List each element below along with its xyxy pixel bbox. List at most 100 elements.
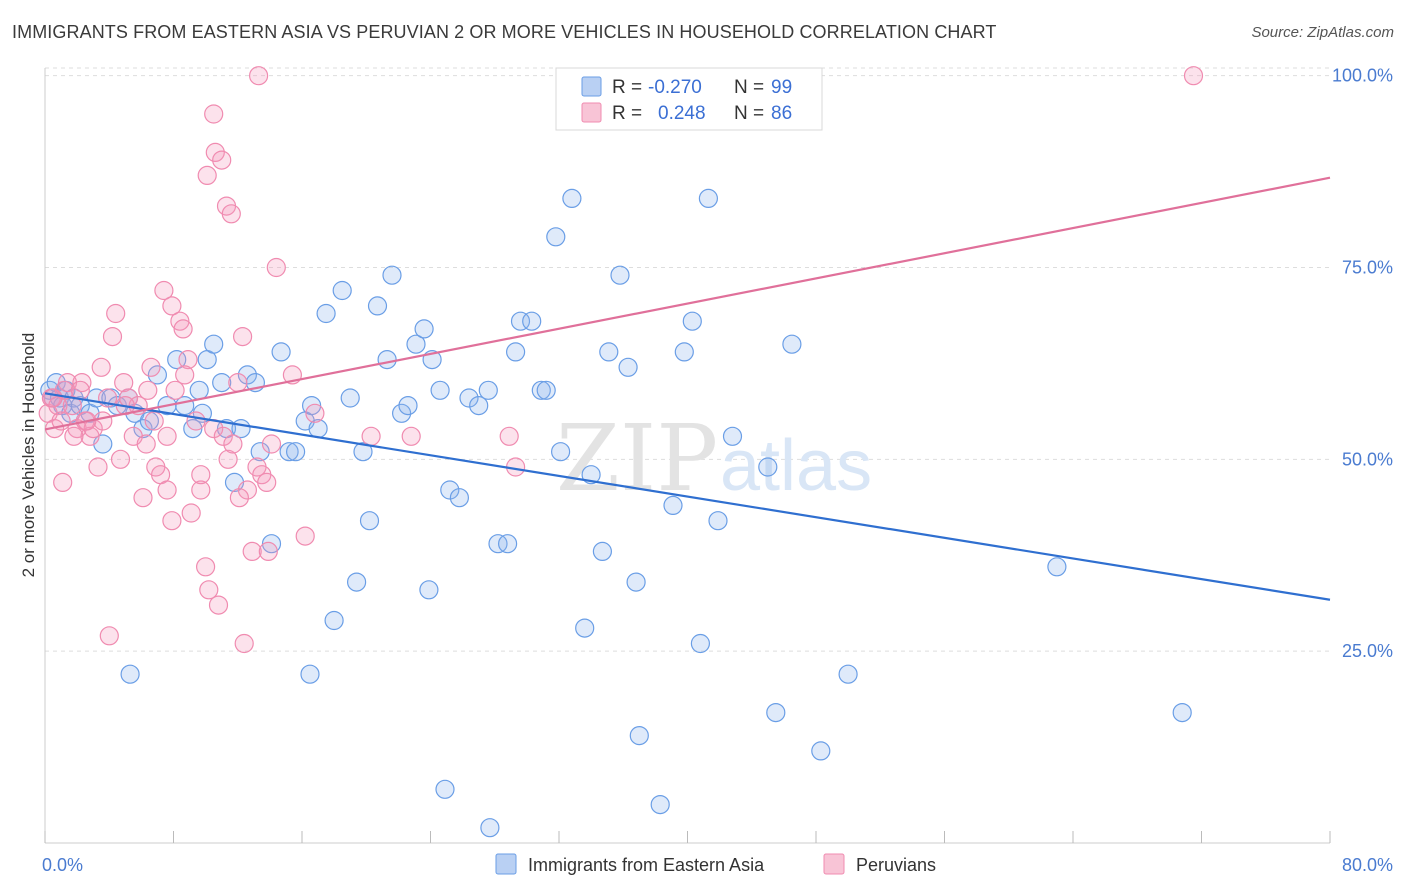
pink-point-54 (162, 511, 182, 531)
blue-point-57 (440, 480, 460, 500)
blue-point-85 (698, 188, 719, 208)
blue-point-42 (332, 280, 352, 301)
blue-point-62 (488, 534, 508, 554)
pink-point-79 (258, 541, 278, 562)
pink-point-61 (234, 633, 254, 654)
blue-point-97 (480, 818, 500, 838)
blue-point-76 (610, 265, 630, 285)
pink-point-52 (261, 434, 282, 454)
pink-point-36 (186, 411, 206, 431)
pink-point-46 (233, 327, 253, 347)
blue-point-72 (575, 618, 595, 638)
blue-point-89 (766, 702, 786, 723)
blue-point-48 (377, 350, 397, 370)
correlation-legend: R = -0.270 N = 99 R = 0.248 N = 86 (555, 67, 823, 131)
bottom-legend-label-blue: Immigrants from Eastern Asia (528, 855, 765, 875)
x-tick-label-start: 0.0% (42, 855, 83, 875)
blue-point-68 (536, 380, 556, 400)
blue-point-98 (120, 664, 140, 684)
pink-point-45 (228, 373, 248, 393)
x-tick-label-end: 80.0% (1342, 855, 1393, 875)
blue-trend-line (44, 392, 1331, 601)
bottom-legend-swatch-pink (823, 853, 845, 875)
blue-point-64 (505, 342, 526, 362)
legend-r-value-pink: 0.248 (658, 103, 706, 124)
pink-point-55 (197, 165, 217, 185)
pink-point-62 (249, 66, 269, 86)
pink-point-56 (205, 142, 225, 162)
blue-point-94 (1172, 702, 1192, 723)
pink-point-78 (229, 488, 249, 508)
pink-point-32 (170, 311, 190, 331)
blue-point-73 (581, 465, 601, 485)
pink-point-34 (178, 350, 198, 370)
y-tick-label-0: 25.0% (1342, 641, 1393, 661)
blue-point-81 (663, 495, 683, 515)
y-tick-label-2: 75.0% (1342, 258, 1393, 278)
blue-point-40 (316, 303, 336, 324)
blue-point-46 (359, 511, 380, 531)
blue-point-2 (46, 373, 66, 393)
blue-point-26 (212, 373, 232, 393)
legend-r-value-blue: -0.270 (648, 77, 702, 98)
pink-point-39 (199, 580, 219, 600)
blue-point-17 (139, 411, 159, 431)
pink-point-33 (173, 319, 193, 339)
pink-point-42 (213, 426, 233, 446)
legend-r-label-blue: R = (612, 77, 642, 98)
pink-point-65 (305, 403, 325, 423)
pink-point-18 (110, 449, 131, 469)
pink-point-85 (144, 411, 164, 431)
blue-point-23 (189, 380, 209, 400)
blue-point-32 (250, 442, 270, 462)
pink-point-30 (162, 296, 182, 316)
blue-point-99 (300, 664, 320, 684)
blue-point-79 (629, 725, 649, 746)
pink-point-37 (191, 480, 211, 500)
y-tick-label-3: 100.0% (1332, 66, 1393, 86)
blue-point-52 (406, 334, 426, 354)
blue-point-33 (261, 534, 282, 554)
pink-point-51 (257, 472, 277, 492)
blue-point-69 (546, 227, 566, 247)
blue-point-71 (562, 188, 582, 208)
pink-point-73 (70, 380, 90, 400)
blue-point-80 (650, 794, 670, 815)
pink-point-64 (295, 526, 315, 546)
pink-point-11 (80, 426, 100, 446)
blue-point-50 (392, 403, 412, 423)
blue-point-34 (271, 342, 291, 362)
source-credit: Source: ZipAtlas.com (1251, 24, 1394, 41)
pink-point-13 (88, 457, 108, 477)
pink-point-44 (223, 434, 243, 454)
pink-point-57 (204, 104, 224, 124)
blue-point-59 (459, 388, 479, 408)
pink-point-29 (157, 480, 177, 500)
pink-point-66 (361, 426, 381, 446)
blue-point-70 (550, 442, 571, 462)
pink-point-47 (237, 480, 257, 500)
series-immigrants-points (40, 188, 1192, 838)
pink-point-25 (141, 357, 161, 377)
blue-point-96 (435, 779, 455, 799)
blue-point-86 (708, 511, 728, 531)
pink-point-28 (154, 280, 174, 301)
blue-point-92 (838, 664, 858, 684)
watermark-atlas: atlas (720, 426, 872, 506)
blue-point-30 (237, 365, 257, 385)
bottom-legend-label-pink: Peruvians (856, 855, 936, 875)
blue-point-83 (682, 311, 702, 331)
pink-point-81 (157, 426, 177, 446)
blue-point-41 (324, 610, 344, 631)
blue-point-43 (340, 388, 360, 408)
watermark-zip: ZIP (556, 405, 718, 512)
blue-point-61 (478, 380, 498, 400)
blue-point-56 (430, 380, 450, 400)
blue-point-20 (167, 350, 187, 370)
pink-point-14 (93, 411, 113, 431)
blue-point-65 (510, 311, 531, 331)
blue-point-44 (347, 572, 367, 592)
pink-point-31 (165, 380, 185, 400)
y-axis-title: 2 or more Vehicles in Household (19, 333, 38, 578)
